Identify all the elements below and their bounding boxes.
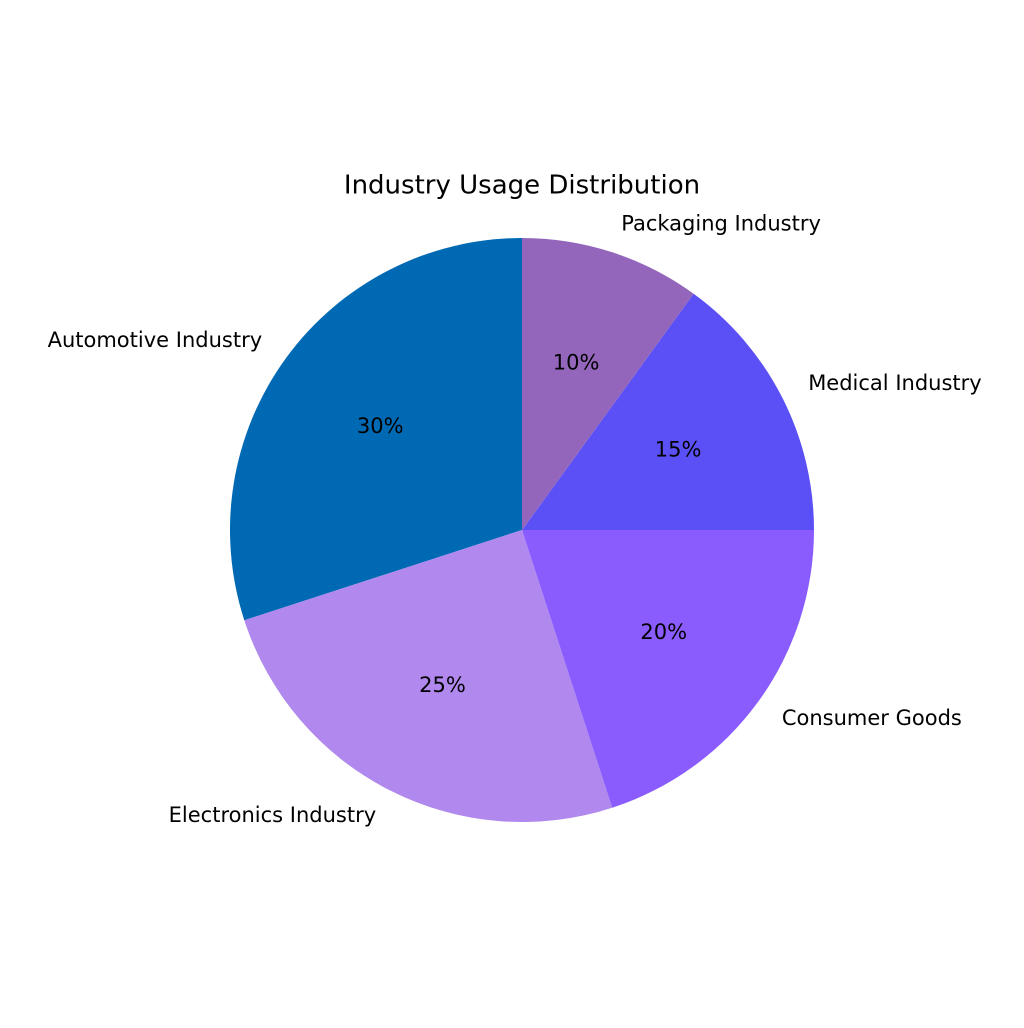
- category-label: Packaging Industry: [621, 212, 821, 236]
- category-label: Electronics Industry: [169, 803, 377, 827]
- category-label: Automotive Industry: [48, 328, 263, 352]
- value-label: 30%: [357, 414, 404, 438]
- pie-slice: [244, 530, 613, 822]
- category-label: Medical Industry: [808, 371, 982, 395]
- chart-title: Industry Usage Distribution: [344, 171, 700, 201]
- category-label: Consumer Goods: [782, 706, 962, 730]
- pie-slice: [522, 238, 694, 530]
- value-label: 10%: [553, 350, 600, 374]
- pie-slice: [229, 238, 522, 621]
- pie-slice: [522, 293, 814, 530]
- value-label: 20%: [640, 620, 687, 644]
- value-label: 15%: [655, 437, 702, 461]
- value-label: 25%: [419, 673, 466, 697]
- pie-slice: [522, 530, 814, 808]
